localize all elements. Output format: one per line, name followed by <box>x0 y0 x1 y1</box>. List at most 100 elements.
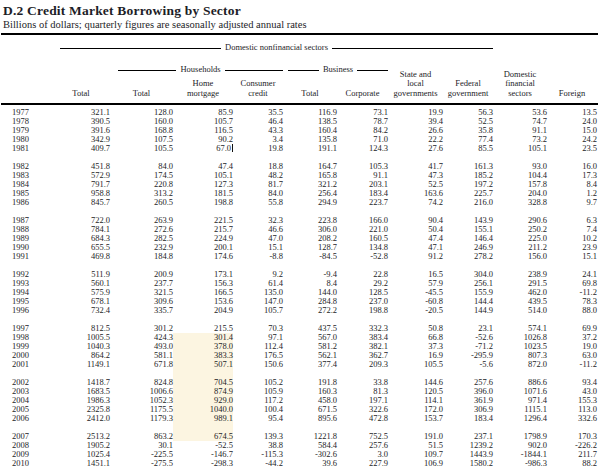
column-header-domestic-financial-sectors: Domestic financial sectors <box>493 70 547 99</box>
value-cell: 895.6 <box>283 414 337 423</box>
table-header: Domestic nonfinancial sectors Households… <box>0 35 600 103</box>
value-cell: -8.8 <box>233 252 283 261</box>
value-cell: -44.2 <box>233 459 283 468</box>
value-cell: 335.7 <box>110 306 173 315</box>
year-cell: 2010 <box>0 459 46 468</box>
year-cell: 1996 <box>0 306 46 315</box>
group-header-domestic-nonfinancial: Domestic nonfinancial sectors <box>60 43 493 53</box>
column-header-households-total: Total <box>110 89 173 99</box>
value-cell: 227.9 <box>337 459 388 468</box>
value-cell: 472.8 <box>337 414 388 423</box>
page-subtitle: Billions of dollars; quarterly figures a… <box>3 19 307 30</box>
table-row: 1980342.9107.590.23.4135.871.022.277.473… <box>0 135 597 144</box>
value-cell: 105.5 <box>110 144 173 153</box>
value-cell: 39.6 <box>283 459 337 468</box>
table-row: 1991469.8184.8174.6-8.8-84.5-52.891.2278… <box>0 252 597 261</box>
table-row: 1989684.3282.5224.947.0208.2160.547.4146… <box>0 234 597 243</box>
group-span-line <box>60 48 221 49</box>
table-row: 1987722.0263.9221.532.3223.8166.090.4143… <box>0 216 597 225</box>
value-cell: -275.5 <box>110 459 173 468</box>
value-cell: 409.7 <box>46 144 110 153</box>
value-cell: -84.5 <box>283 252 337 261</box>
year-cell: 2001 <box>0 360 46 369</box>
group-span-line <box>288 70 319 71</box>
value-cell: 278.2 <box>443 252 493 261</box>
value-cell: 209.3 <box>337 360 388 369</box>
table-body: 1977321.1128.085.935.5116.973.119.956.35… <box>0 108 597 468</box>
table-row: 1988784.1272.6215.746.6306.0221.050.4155… <box>0 225 597 234</box>
value-cell: 15.1 <box>547 252 597 261</box>
year-cell: 1986 <box>0 198 46 207</box>
value-cell: 95.4 <box>233 414 283 423</box>
value-cell: 272.2 <box>283 306 337 315</box>
value-cell: -298.3 <box>173 459 233 468</box>
value-cell: 216.0 <box>443 198 493 207</box>
table-row: 1985958.8313.2181.584.0256.4183.4163.622… <box>0 189 597 198</box>
value-cell: 105.5 <box>388 360 443 369</box>
value-cell: 671.8 <box>110 360 173 369</box>
group-header-label: Business <box>323 65 353 75</box>
column-header-foreign: Foreign <box>547 89 597 99</box>
table-row: 1996732.4335.7204.9105.7272.2198.8-20.51… <box>0 306 597 315</box>
column-header-home-mortgage: Home mortgage <box>173 79 233 98</box>
table-row: 1977321.1128.085.935.5116.973.119.956.35… <box>0 108 597 117</box>
value-cell: 989.1 <box>173 414 233 423</box>
group-span-line <box>357 70 388 71</box>
value-cell: 377.4 <box>283 360 337 369</box>
table-row: 1983572.9174.5105.148.2165.891.147.3185.… <box>0 171 597 180</box>
value-cell: 23.5 <box>547 144 597 153</box>
value-cell: -11.2 <box>547 360 597 369</box>
table-row: 20101451.1-275.5-298.3-44.239.6227.9106.… <box>0 459 597 468</box>
table-row: 19991040.3493.0378.0112.4581.2382.137.3-… <box>0 342 597 351</box>
value-cell: 1580.2 <box>443 459 493 468</box>
value-cell: 469.8 <box>46 252 110 261</box>
table-row: 1994575.9321.5166.5135.0144.0128.5-45.51… <box>0 288 597 297</box>
value-cell: -5.6 <box>443 360 493 369</box>
value-cell: 514.0 <box>493 306 547 315</box>
group-header-label: Households <box>180 65 220 75</box>
value-cell: 204.9 <box>173 306 233 315</box>
value-cell: 124.3 <box>337 144 388 153</box>
value-cell: 2412.0 <box>46 414 110 423</box>
spacer-row <box>0 153 597 162</box>
table-row: 1982451.884.047.418.8164.7105.341.7161.3… <box>0 162 597 171</box>
borrowing-table: 1977321.1128.085.935.5116.973.119.956.35… <box>0 108 597 468</box>
value-cell: 19.8 <box>233 144 283 153</box>
column-header-total: Total <box>46 89 116 99</box>
value-cell: 105.1 <box>493 144 547 153</box>
document-page: D.2 Credit Market Borrowing by Sector Bi… <box>0 0 600 474</box>
value-cell: 1451.1 <box>46 459 110 468</box>
group-header-business: Business <box>288 65 388 75</box>
table-row: 1990655.5232.9200.115.1128.7134.847.1246… <box>0 243 597 252</box>
value-cell: -986.3 <box>493 459 547 468</box>
value-cell: 184.8 <box>110 252 173 261</box>
value-cell: 9.7 <box>547 198 597 207</box>
table-row: 1986845.7260.5198.855.8294.9223.774.2216… <box>0 198 597 207</box>
table-row: 20062412.01179.3989.195.4895.6472.8153.7… <box>0 414 597 423</box>
column-header-federal-government: Federal government <box>443 79 493 98</box>
value-cell: 88.0 <box>547 306 597 315</box>
group-header-households: Households <box>118 65 283 75</box>
table-row: 1993560.1237.7156.361.48.429.257.9256.12… <box>0 279 597 288</box>
value-cell: 67.0 <box>173 144 233 153</box>
value-cell: 105.7 <box>233 306 283 315</box>
value-cell: 144.9 <box>443 306 493 315</box>
value-cell: 85.5 <box>443 144 493 153</box>
header-rule <box>1 103 598 105</box>
value-cell: 332.6 <box>547 414 597 423</box>
column-header-state-local-governments: State and local governments <box>388 70 443 99</box>
table-row: 1995678.1309.6153.6147.0284.8237.0-60.81… <box>0 297 597 306</box>
value-cell: 153.7 <box>388 414 443 423</box>
value-cell: 1149.1 <box>46 360 110 369</box>
text-cursor[interactable] <box>232 144 233 152</box>
spacer-row <box>0 207 597 216</box>
value-cell: 106.9 <box>388 459 443 468</box>
value-cell: -52.8 <box>337 252 388 261</box>
value-cell: 507.1 <box>173 360 233 369</box>
value-cell: 174.6 <box>173 252 233 261</box>
table-row: 20011149.1671.8507.1150.6377.4209.3105.5… <box>0 360 597 369</box>
group-span-line <box>225 70 283 71</box>
year-cell: 2006 <box>0 414 46 423</box>
value-cell: -20.5 <box>388 306 443 315</box>
page-title: D.2 Credit Market Borrowing by Sector <box>3 3 241 19</box>
